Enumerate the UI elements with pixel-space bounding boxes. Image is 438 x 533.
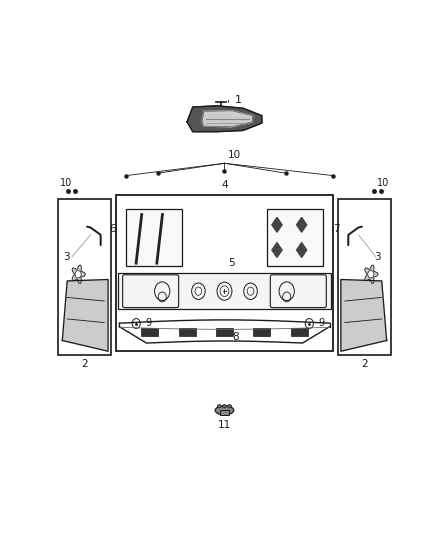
Circle shape: [75, 271, 81, 278]
Text: 9: 9: [145, 318, 151, 328]
Bar: [216, 328, 233, 336]
Bar: [338, 199, 391, 356]
Text: 7: 7: [333, 224, 340, 234]
Text: 11: 11: [218, 420, 231, 430]
Text: 2: 2: [361, 359, 368, 368]
Text: 10: 10: [60, 178, 72, 188]
Ellipse shape: [227, 405, 232, 408]
Polygon shape: [341, 279, 387, 351]
Polygon shape: [187, 106, 262, 132]
Polygon shape: [272, 217, 282, 232]
Polygon shape: [297, 243, 307, 257]
Text: 8: 8: [232, 332, 239, 342]
Bar: [291, 328, 307, 336]
Text: 3: 3: [64, 252, 70, 262]
Text: 1: 1: [235, 95, 241, 104]
Text: 5: 5: [228, 258, 235, 268]
Polygon shape: [202, 111, 252, 127]
Bar: [220, 410, 229, 415]
Circle shape: [368, 271, 374, 278]
Bar: [253, 328, 270, 336]
Polygon shape: [365, 265, 378, 284]
Text: 3: 3: [374, 252, 381, 262]
Bar: [179, 328, 196, 336]
Ellipse shape: [223, 405, 226, 408]
Bar: [117, 273, 332, 309]
Bar: [116, 195, 333, 351]
Text: 10: 10: [228, 150, 241, 160]
Ellipse shape: [215, 406, 234, 415]
Bar: [126, 209, 182, 266]
Text: 9: 9: [318, 318, 324, 328]
Text: 10: 10: [377, 178, 389, 188]
Text: 2: 2: [81, 359, 88, 368]
Text: 6: 6: [109, 224, 116, 234]
Bar: [58, 199, 111, 356]
Polygon shape: [72, 265, 85, 284]
Bar: [141, 328, 158, 336]
Text: 4: 4: [221, 180, 228, 190]
Bar: [267, 209, 323, 266]
Polygon shape: [272, 243, 282, 257]
Polygon shape: [297, 217, 307, 232]
Ellipse shape: [217, 405, 222, 408]
Polygon shape: [62, 279, 108, 351]
